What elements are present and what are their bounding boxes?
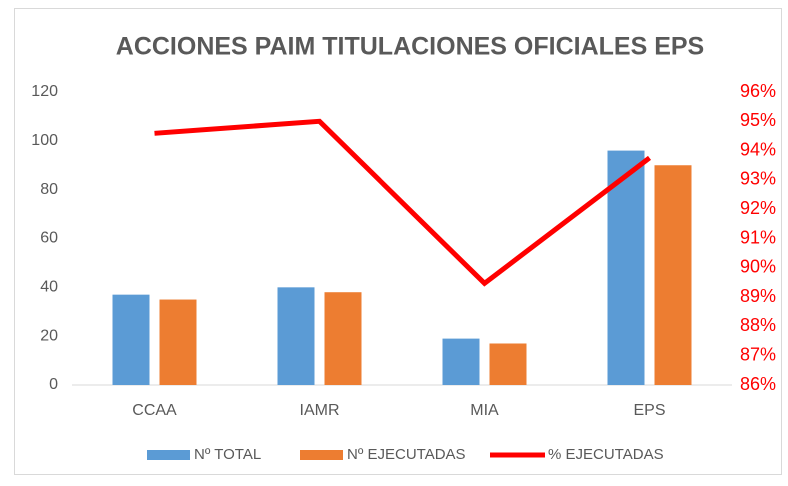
y2-tick-label: 91% [740,227,776,247]
y2-tick-label: 96% [740,81,776,101]
y2-tick-label: 88% [740,315,776,335]
bar [607,150,645,385]
y-tick-label: 20 [40,327,58,344]
bar [112,294,150,385]
y2-tick-label: 94% [740,139,776,159]
y-tick-label: 40 [40,279,58,296]
x-tick-label: CCAA [132,402,177,419]
y2-tick-label: 93% [740,169,776,189]
y2-tick-label: 90% [740,257,776,277]
chart-title: ACCIONES PAIM TITULACIONES OFICIALES EPS [116,33,704,61]
y-tick-label: 0 [49,376,58,393]
y-tick-label: 100 [31,132,58,149]
bar [654,165,692,385]
x-tick-label: IAMR [300,402,340,419]
x-tick-label: EPS [633,402,665,419]
legend-swatch [300,450,343,460]
chart-border [14,8,782,475]
legend-label: Nº EJECUTADAS [347,446,466,463]
bar [277,287,315,385]
legend-swatch [147,450,190,460]
y2-tick-label: 95% [740,110,776,130]
y2-tick-label: 89% [740,286,776,306]
x-tick-label: MIA [470,402,499,419]
bar [489,343,527,385]
y-tick-label: 60 [40,230,58,247]
y2-tick-label: 92% [740,198,776,218]
line-series [154,118,652,287]
legend-label: % EJECUTADAS [548,446,664,463]
bar [324,292,362,385]
y2-tick-label: 86% [740,374,776,394]
bar [442,338,480,385]
y-tick-label: 80 [40,181,58,198]
y-tick-label: 120 [31,83,58,100]
legend-label: Nº TOTAL [194,446,261,463]
bar [159,299,197,385]
y2-tick-label: 87% [740,344,776,364]
